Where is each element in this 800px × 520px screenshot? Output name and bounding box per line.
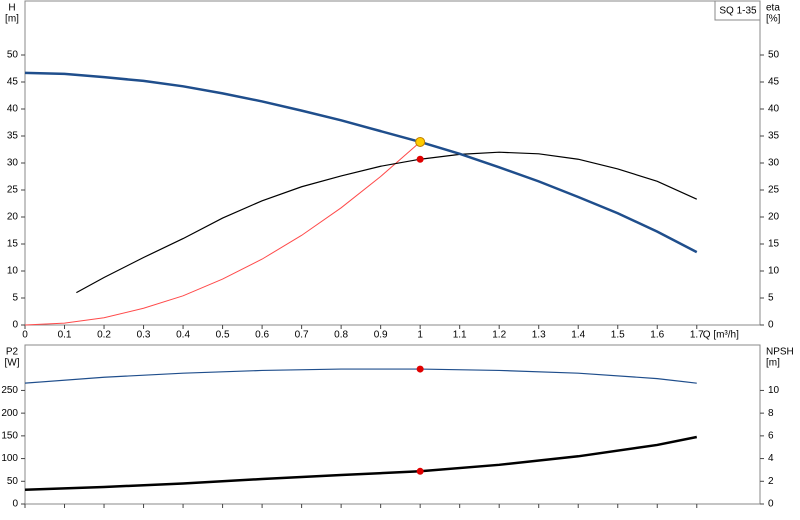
y2-tick-label: 4 xyxy=(768,453,774,464)
curve xyxy=(24,368,697,384)
y-tick-label: 10 xyxy=(7,266,19,277)
y2-tick-label: 20 xyxy=(768,212,780,223)
y2-axis-unit: [%] xyxy=(766,14,781,25)
y2-axis-label: NPSH xyxy=(766,347,794,358)
x-tick-label: 0.3 xyxy=(137,330,151,341)
y2-tick-label: 10 xyxy=(768,266,780,277)
y-tick-label: 30 xyxy=(7,158,19,169)
y2-tick-label: 30 xyxy=(768,158,780,169)
duty-point xyxy=(416,467,424,475)
curve xyxy=(24,435,698,491)
y-tick-label: 25 xyxy=(7,185,19,196)
y2-tick-label: 8 xyxy=(768,408,774,419)
x-tick-label: 0.5 xyxy=(216,330,230,341)
x-tick-label: 1 xyxy=(417,330,423,341)
curve xyxy=(24,141,421,326)
y2-tick-label: 35 xyxy=(768,131,780,142)
y2-axis-label: eta xyxy=(766,3,780,14)
y2-tick-label: 50 xyxy=(768,50,780,61)
x-tick-label: 1.3 xyxy=(532,330,546,341)
legend-box xyxy=(714,0,761,21)
x-tick-label: 0.4 xyxy=(176,330,190,341)
y-tick-label: 250 xyxy=(1,385,18,396)
x-tick-label: 0.7 xyxy=(295,330,309,341)
y-axis-label: H xyxy=(8,3,15,14)
y2-tick-label: 45 xyxy=(768,77,780,88)
x-tick-label: 1.6 xyxy=(650,330,664,341)
y2-tick-label: 0 xyxy=(768,499,774,510)
x-tick-label: 0.8 xyxy=(334,330,348,341)
y-tick-label: 5 xyxy=(12,293,18,304)
y-tick-label: 45 xyxy=(7,77,19,88)
plot-area xyxy=(24,0,761,326)
y-tick-label: 15 xyxy=(7,239,19,250)
duty-point xyxy=(416,365,424,373)
y-axis-label: P2 xyxy=(6,347,19,358)
legend-label: SQ 1-35 xyxy=(719,6,757,17)
x-tick-label: 0.6 xyxy=(255,330,269,341)
y-axis-unit: [W] xyxy=(5,358,20,369)
y-tick-label: 150 xyxy=(1,430,18,441)
x-tick-label: 1.4 xyxy=(571,330,585,341)
x-tick-label: 0.1 xyxy=(58,330,72,341)
y-axis-unit: [m] xyxy=(5,14,19,25)
y-tick-label: 100 xyxy=(1,453,18,464)
curve xyxy=(76,151,698,294)
x-tick-label: 1.5 xyxy=(611,330,625,341)
x-tick-label: 1.2 xyxy=(492,330,506,341)
y2-tick-label: 15 xyxy=(768,239,780,250)
y2-tick-label: 10 xyxy=(768,385,780,396)
y-tick-label: 200 xyxy=(1,408,18,419)
x-axis-label: Q [m³/h] xyxy=(703,330,739,341)
duty-point xyxy=(416,155,424,163)
y-tick-label: 35 xyxy=(7,131,19,142)
duty-point xyxy=(415,136,426,147)
y2-tick-label: 40 xyxy=(768,104,780,115)
x-tick-label: 0 xyxy=(22,330,28,341)
y2-tick-label: 2 xyxy=(768,476,774,487)
y-tick-label: 50 xyxy=(7,476,19,487)
x-tick-label: 0.2 xyxy=(97,330,111,341)
curve xyxy=(24,71,698,254)
y-tick-label: 40 xyxy=(7,104,19,115)
y-tick-label: 20 xyxy=(7,212,19,223)
y2-axis-unit: [m] xyxy=(766,358,780,369)
y2-tick-label: 5 xyxy=(768,293,774,304)
x-tick-label: 1.1 xyxy=(453,330,467,341)
y2-tick-label: 6 xyxy=(768,430,774,441)
plot-area xyxy=(24,344,761,505)
y-tick-label: 50 xyxy=(7,50,19,61)
x-tick-label: 0.9 xyxy=(374,330,388,341)
y2-tick-label: 25 xyxy=(768,185,780,196)
y-tick-label: 0 xyxy=(12,320,18,331)
y-tick-label: 0 xyxy=(12,499,18,510)
x-tick-label: 1.7 xyxy=(690,330,704,341)
y2-tick-label: 0 xyxy=(768,320,774,331)
